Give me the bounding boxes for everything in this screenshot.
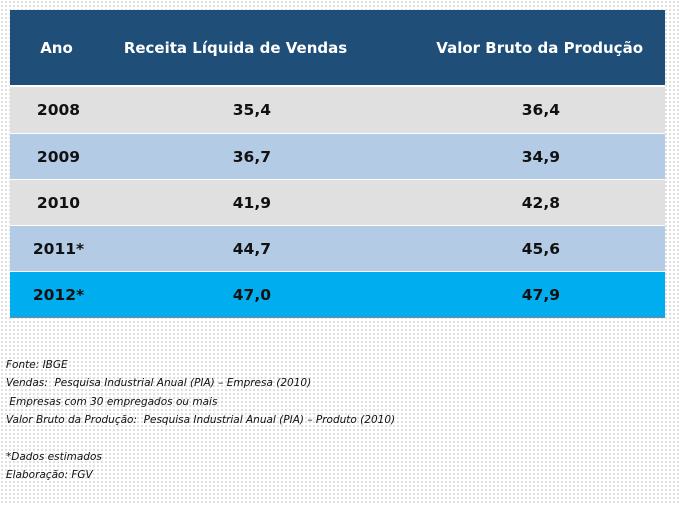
vbp-note: Valor Bruto da Produção: Pesquisa Indust…	[6, 414, 396, 427]
row-revenue: 35,4	[232, 101, 271, 119]
row-year: 2008	[36, 101, 81, 119]
row-year: 2009	[36, 147, 81, 166]
prepared-note: Elaboração: FGV	[6, 469, 93, 482]
row-revenue: 41,9	[232, 193, 271, 212]
source-note: Fonte: IBGE	[6, 359, 68, 371]
row-revenue: 36,7	[232, 147, 271, 166]
row-production: 47,9	[521, 285, 560, 304]
row-production: 42,8	[521, 193, 560, 212]
data-table: Ano Receita Líquida de Vendas Valor Brut…	[10, 10, 665, 318]
estimated-note: *Dados estimados	[6, 450, 102, 463]
header-revenue: Receita Líquida de Vendas	[123, 38, 348, 57]
footnotes: Fonte: IBGE Vendas: Pesquisa Industrial …	[6, 356, 395, 485]
table-row: 2010 41,9 42,8	[10, 179, 665, 225]
table-row: 2011* 44,7 45,6	[10, 225, 665, 271]
table-row: 2009 36,7 34,9	[10, 133, 665, 179]
sales-note: Vendas: Pesquisa Industrial Anual (PIA) …	[6, 377, 312, 390]
row-revenue: 47,0	[232, 285, 271, 304]
row-year: 2010	[36, 193, 81, 212]
row-revenue: 44,7	[232, 239, 271, 258]
row-year: 2011*	[32, 239, 85, 258]
header-year: Ano	[40, 38, 73, 57]
table-header: Ano Receita Líquida de Vendas Valor Brut…	[10, 10, 665, 87]
table-row: 2008 35,4 36,4	[10, 87, 665, 133]
notes-spacer	[6, 430, 395, 448]
header-production: Valor Bruto da Produção	[436, 38, 643, 57]
row-year: 2012*	[32, 285, 85, 304]
row-production: 45,6	[521, 239, 560, 258]
row-production: 36,4	[521, 101, 560, 119]
row-production: 34,9	[521, 147, 560, 166]
companies-note: Empresas com 30 empregados ou mais	[6, 395, 218, 408]
table-row: 2012* 47,0 47,9	[10, 271, 665, 317]
